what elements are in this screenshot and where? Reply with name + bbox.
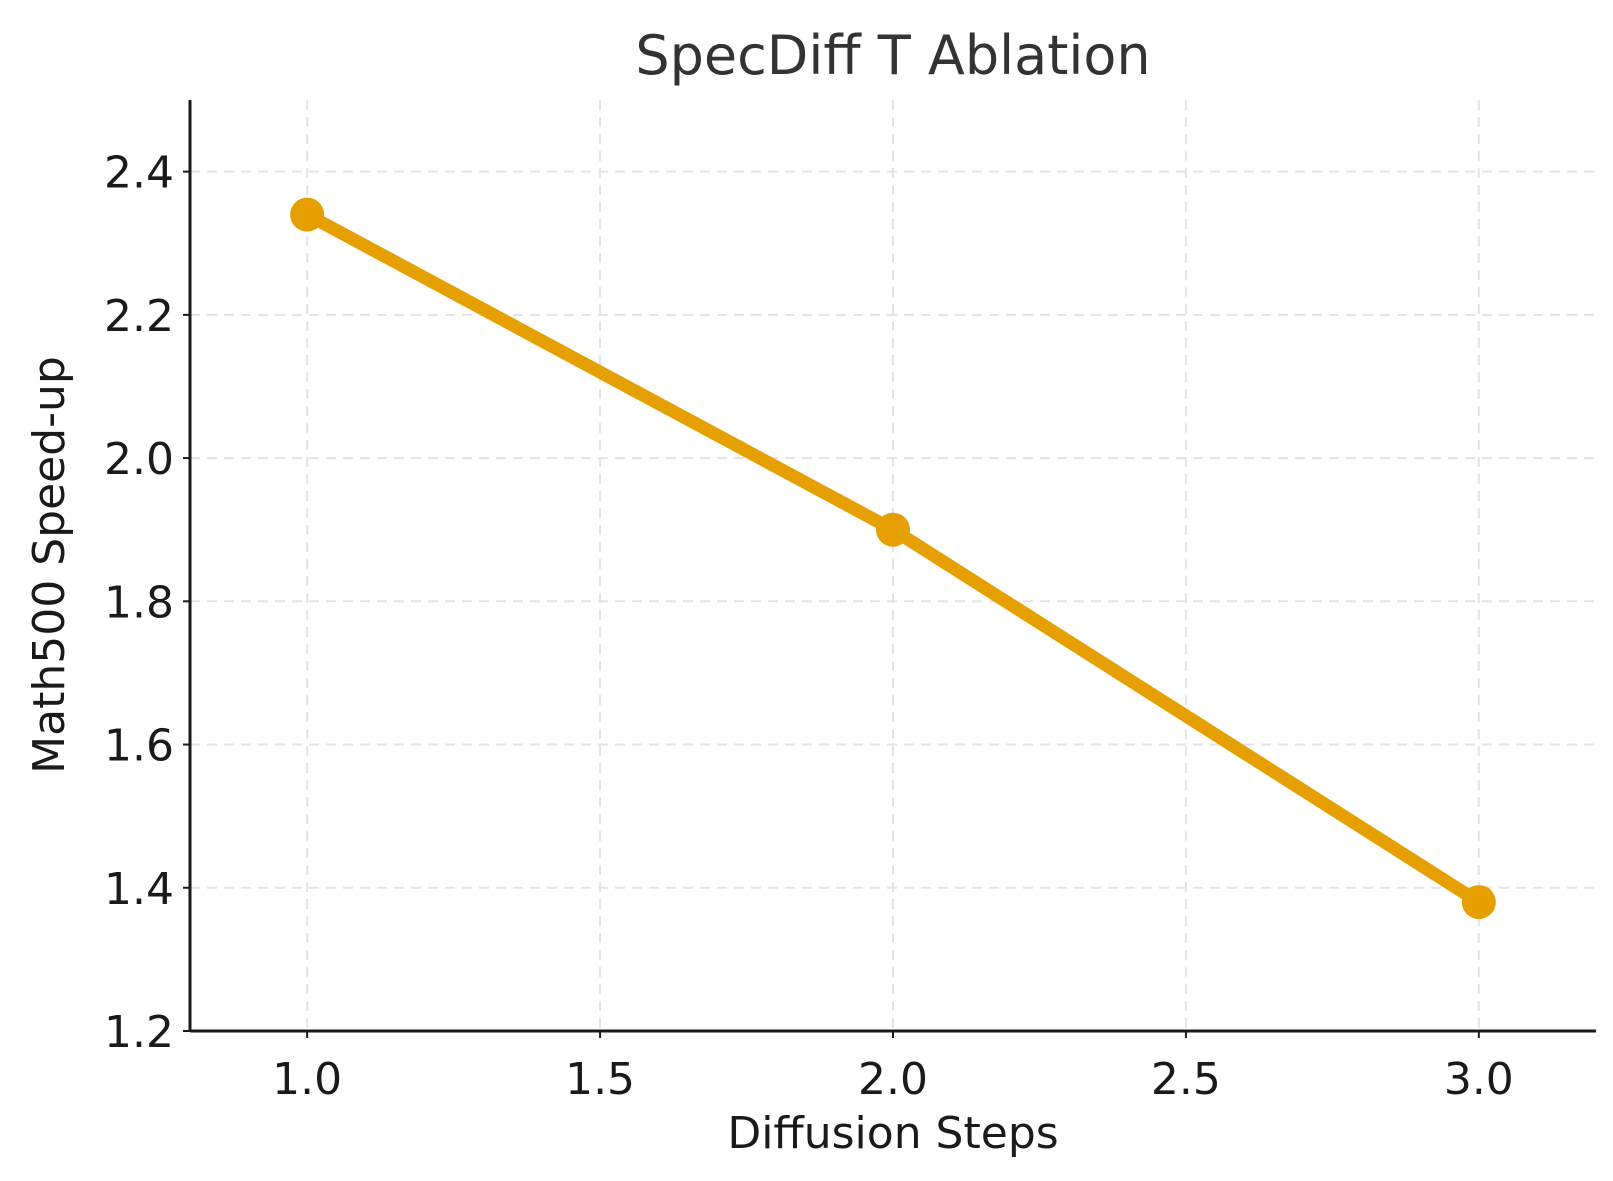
x-tick-label: 2.5 bbox=[1151, 1054, 1221, 1105]
x-axis-ticks: 1.0 1.5 2.0 2.5 3.0 bbox=[272, 1031, 1514, 1105]
chart-title: SpecDiff T Ablation bbox=[635, 24, 1150, 87]
y-tick-label: 1.8 bbox=[104, 577, 174, 628]
y-tick-label: 2.0 bbox=[104, 434, 174, 485]
y-axis-label: Math500 Speed-up bbox=[24, 356, 75, 774]
y-tick-label: 1.6 bbox=[104, 721, 174, 772]
y-axis-ticks: 1.2 1.4 1.6 1.8 2.0 2.2 2.4 bbox=[104, 148, 190, 1058]
x-tick-label: 2.0 bbox=[858, 1054, 928, 1105]
y-tick-label: 1.4 bbox=[104, 864, 174, 915]
data-point bbox=[876, 512, 910, 547]
x-tick-label: 1.5 bbox=[565, 1054, 635, 1105]
x-tick-label: 1.0 bbox=[272, 1054, 342, 1105]
y-tick-label: 2.2 bbox=[104, 291, 174, 342]
x-axis-label: Diffusion Steps bbox=[727, 1108, 1058, 1159]
data-point bbox=[1461, 885, 1496, 920]
data-point bbox=[290, 197, 325, 232]
y-tick-label: 1.2 bbox=[104, 1007, 174, 1058]
series-layer bbox=[290, 197, 1496, 920]
y-tick-label: 2.4 bbox=[104, 148, 174, 199]
x-tick-label: 3.0 bbox=[1444, 1054, 1514, 1105]
